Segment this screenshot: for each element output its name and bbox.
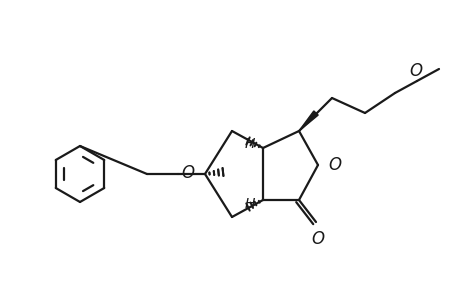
Text: H: H — [244, 197, 254, 211]
Polygon shape — [298, 111, 318, 131]
Text: H: H — [244, 137, 254, 151]
Text: O: O — [180, 164, 194, 182]
Text: O: O — [327, 156, 341, 174]
Text: O: O — [409, 62, 422, 80]
Text: O: O — [311, 230, 324, 248]
